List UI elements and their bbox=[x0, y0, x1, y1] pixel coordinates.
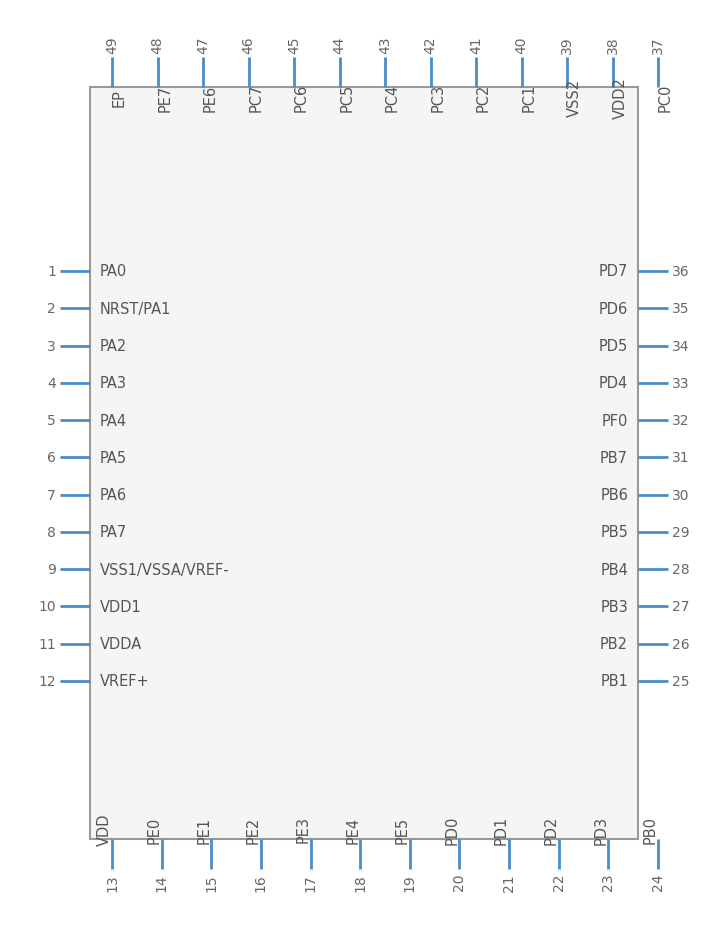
Text: PE6: PE6 bbox=[203, 84, 218, 111]
Text: 48: 48 bbox=[151, 36, 165, 54]
Text: PC1: PC1 bbox=[521, 83, 537, 112]
Text: PD1: PD1 bbox=[494, 815, 509, 844]
Text: 33: 33 bbox=[672, 376, 689, 390]
Text: PB4: PB4 bbox=[600, 562, 628, 578]
Text: 17: 17 bbox=[304, 873, 317, 891]
Text: 23: 23 bbox=[601, 873, 615, 891]
Text: PE2: PE2 bbox=[246, 816, 261, 843]
Text: PD4: PD4 bbox=[598, 376, 628, 391]
Text: PE5: PE5 bbox=[395, 816, 410, 843]
Text: 35: 35 bbox=[672, 302, 689, 316]
Text: PC5: PC5 bbox=[339, 83, 355, 112]
Text: 12: 12 bbox=[39, 674, 56, 688]
Text: 20: 20 bbox=[453, 873, 467, 891]
Text: PD5: PD5 bbox=[598, 338, 628, 354]
Text: 21: 21 bbox=[502, 873, 516, 891]
Text: 1: 1 bbox=[47, 265, 56, 279]
Text: 37: 37 bbox=[651, 36, 665, 54]
Text: PB7: PB7 bbox=[600, 451, 628, 465]
Text: 13: 13 bbox=[105, 873, 119, 891]
Text: VDD1: VDD1 bbox=[100, 600, 142, 615]
Text: VDD: VDD bbox=[97, 813, 112, 845]
Text: 6: 6 bbox=[47, 451, 56, 464]
Text: 28: 28 bbox=[672, 563, 689, 577]
Text: 16: 16 bbox=[254, 873, 268, 891]
Text: 32: 32 bbox=[672, 413, 689, 427]
Text: 15: 15 bbox=[205, 873, 218, 891]
Text: PE0: PE0 bbox=[146, 816, 162, 843]
Text: PC0: PC0 bbox=[658, 83, 673, 112]
Text: 42: 42 bbox=[424, 36, 438, 54]
Text: VREF+: VREF+ bbox=[100, 674, 150, 689]
Text: PE3: PE3 bbox=[296, 816, 311, 843]
Text: 38: 38 bbox=[606, 36, 620, 54]
Text: 40: 40 bbox=[515, 36, 529, 54]
Text: 2: 2 bbox=[47, 302, 56, 316]
Text: PA6: PA6 bbox=[100, 488, 127, 502]
Text: 5: 5 bbox=[47, 413, 56, 427]
Text: VSS1/VSSA/VREF-: VSS1/VSSA/VREF- bbox=[100, 562, 229, 578]
Text: PE1: PE1 bbox=[197, 816, 211, 843]
Text: 31: 31 bbox=[672, 451, 689, 464]
Text: PC2: PC2 bbox=[476, 83, 491, 112]
Bar bbox=[90, 88, 638, 839]
Text: 36: 36 bbox=[672, 265, 689, 279]
Text: PA5: PA5 bbox=[100, 451, 127, 465]
Text: 14: 14 bbox=[154, 873, 169, 891]
Text: 46: 46 bbox=[242, 36, 256, 54]
Text: PE7: PE7 bbox=[157, 84, 173, 111]
Text: 25: 25 bbox=[672, 674, 689, 688]
Text: VSS2: VSS2 bbox=[567, 79, 582, 117]
Text: PC4: PC4 bbox=[385, 83, 400, 112]
Text: 39: 39 bbox=[560, 36, 574, 54]
Text: VDDA: VDDA bbox=[100, 637, 142, 652]
Text: PB1: PB1 bbox=[600, 674, 628, 689]
Text: PD7: PD7 bbox=[598, 264, 628, 279]
Text: 19: 19 bbox=[403, 873, 417, 891]
Text: PA4: PA4 bbox=[100, 413, 127, 428]
Text: PA3: PA3 bbox=[100, 376, 127, 391]
Text: PE4: PE4 bbox=[345, 816, 360, 843]
Text: 24: 24 bbox=[651, 873, 665, 891]
Text: PB6: PB6 bbox=[600, 488, 628, 502]
Text: PB5: PB5 bbox=[600, 525, 628, 540]
Text: PB2: PB2 bbox=[600, 637, 628, 652]
Text: NRST/PA1: NRST/PA1 bbox=[100, 301, 171, 316]
Text: 27: 27 bbox=[672, 600, 689, 614]
Text: 41: 41 bbox=[469, 36, 483, 54]
Text: PA7: PA7 bbox=[100, 525, 127, 540]
Text: 22: 22 bbox=[552, 873, 566, 891]
Text: PC3: PC3 bbox=[430, 83, 446, 112]
Text: PF0: PF0 bbox=[601, 413, 628, 428]
Text: 34: 34 bbox=[672, 339, 689, 353]
Text: 9: 9 bbox=[47, 563, 56, 577]
Text: 47: 47 bbox=[196, 36, 210, 54]
Text: 29: 29 bbox=[672, 526, 689, 540]
Text: PB3: PB3 bbox=[601, 600, 628, 615]
Text: PB0: PB0 bbox=[643, 815, 658, 843]
Text: PC6: PC6 bbox=[294, 83, 309, 112]
Text: 4: 4 bbox=[47, 376, 56, 390]
Text: PD3: PD3 bbox=[593, 815, 609, 844]
Text: 49: 49 bbox=[105, 36, 119, 54]
Text: 26: 26 bbox=[672, 637, 689, 651]
Text: 44: 44 bbox=[333, 36, 347, 54]
Text: 18: 18 bbox=[353, 873, 367, 891]
Text: PD2: PD2 bbox=[544, 815, 558, 844]
Text: 8: 8 bbox=[47, 526, 56, 540]
Text: PD6: PD6 bbox=[598, 301, 628, 316]
Text: PC7: PC7 bbox=[248, 83, 264, 112]
Text: 10: 10 bbox=[39, 600, 56, 614]
Text: 45: 45 bbox=[287, 36, 301, 54]
Text: 11: 11 bbox=[39, 637, 56, 651]
Text: PA0: PA0 bbox=[100, 264, 127, 279]
Text: PA2: PA2 bbox=[100, 338, 127, 354]
Text: VDD2: VDD2 bbox=[612, 77, 628, 119]
Text: 7: 7 bbox=[47, 489, 56, 502]
Text: 43: 43 bbox=[378, 36, 392, 54]
Text: 30: 30 bbox=[672, 489, 689, 502]
Text: EP: EP bbox=[112, 89, 127, 107]
Text: PD0: PD0 bbox=[445, 815, 459, 844]
Text: 3: 3 bbox=[47, 339, 56, 353]
